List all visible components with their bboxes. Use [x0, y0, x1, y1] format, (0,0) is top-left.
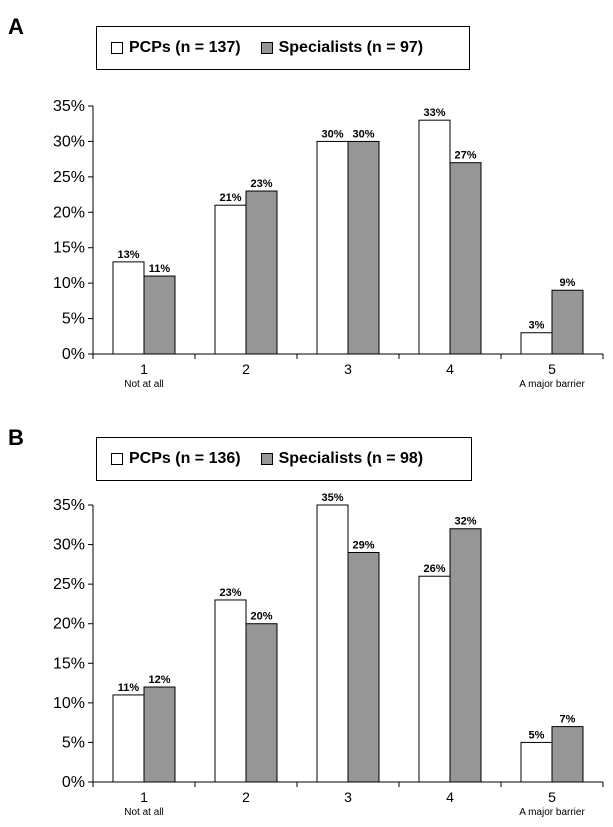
x-tick-sublabel: A major barrier [519, 379, 585, 390]
legend-item-pcps: PCPs (n = 137) [111, 39, 241, 57]
y-tick-label: 25% [53, 169, 85, 186]
data-label: 33% [423, 107, 445, 119]
data-label: 9% [560, 277, 576, 289]
x-tick-label: 5 [548, 789, 556, 805]
x-tick-label: 2 [242, 789, 250, 805]
bar-specialists [143, 686, 176, 783]
legend-swatch-specialists [260, 453, 273, 465]
data-label: 20% [250, 611, 272, 623]
data-label: 12% [148, 674, 170, 686]
data-label: 32% [454, 516, 476, 528]
y-tick-label: 15% [53, 655, 85, 672]
y-tick-label: 5% [62, 311, 85, 328]
bar-specialists [347, 551, 380, 783]
x-tick-sublabel: A major barrier [519, 807, 585, 818]
data-label: 23% [250, 178, 272, 190]
y-tick-label: 10% [53, 695, 85, 712]
x-tick-label: 1 [140, 361, 148, 377]
data-label: 3% [529, 320, 545, 332]
y-tick-label: 20% [53, 616, 85, 633]
data-label: 27% [454, 150, 476, 162]
bar-specialists [347, 140, 380, 355]
y-tick-label: 35% [53, 497, 85, 514]
y-tick-label: 25% [53, 576, 85, 593]
data-label: 26% [423, 563, 445, 575]
bar-pcps [316, 140, 349, 355]
data-label: 29% [352, 539, 374, 551]
x-tick-sublabel: Not at all [124, 807, 163, 818]
chart-panel-a: A PCPs (n = 137) Specialists (n = 97) 0%… [0, 0, 613, 413]
legend-item-pcps: PCPs (n = 136) [111, 450, 241, 468]
panel-label: B [8, 425, 24, 450]
legend-label-specialists: Specialists (n = 97) [278, 39, 424, 56]
x-tick-label: 3 [344, 789, 352, 805]
data-label: 13% [117, 249, 139, 261]
legend-swatch-specialists [260, 42, 273, 54]
x-tick-label: 4 [446, 789, 454, 805]
bar-pcps [418, 575, 451, 783]
bar-pcps [520, 741, 553, 783]
bar-specialists [245, 623, 278, 783]
legend-item-specialists: Specialists (n = 97) [260, 39, 424, 57]
bar-specialists [449, 528, 482, 783]
bar-pcps [214, 204, 247, 355]
bar-specialists [551, 726, 584, 783]
legend-swatch-pcps [111, 453, 123, 465]
bar-specialists [449, 162, 482, 355]
legend-label-specialists: Specialists (n = 98) [278, 450, 424, 467]
data-label: 11% [118, 682, 140, 694]
data-label: 35% [321, 492, 343, 504]
bar-specialists [551, 289, 584, 355]
y-tick-label: 0% [62, 346, 85, 363]
y-tick-label: 30% [53, 537, 85, 554]
bar-pcps [112, 261, 145, 355]
x-tick-label: 2 [242, 361, 250, 377]
y-tick-label: 0% [62, 774, 85, 791]
legend: PCPs (n = 137) Specialists (n = 97) [96, 26, 470, 70]
bar-pcps [316, 504, 349, 783]
bar-specialists [143, 275, 176, 355]
bar-chart-a: 0% 5% 10% 15% 20% 25% 30% 35% 13% 11% 1 Not at all 2… [53, 98, 604, 390]
y-tick-label: 30% [53, 133, 85, 150]
x-tick-label: 3 [344, 361, 352, 377]
y-tick-label: 10% [53, 275, 85, 292]
legend-label-pcps: PCPs (n = 137) [129, 39, 241, 56]
y-tick-label: 20% [53, 204, 85, 221]
bar-pcps [418, 119, 451, 355]
data-label: 11% [149, 263, 171, 275]
data-label: 5% [529, 729, 545, 741]
data-label: 30% [321, 128, 343, 140]
chart-panel-b: B PCPs (n = 136) Specialists (n = 98) 0%… [0, 413, 613, 826]
bar-pcps [214, 599, 247, 783]
data-label: 23% [219, 587, 241, 599]
legend-label-pcps: PCPs (n = 136) [129, 450, 241, 467]
data-label: 30% [352, 128, 374, 140]
x-tick-label: 1 [140, 789, 148, 805]
y-tick-label: 5% [62, 734, 85, 751]
x-tick-label: 5 [548, 361, 556, 377]
panel-label: A [8, 14, 24, 39]
legend-swatch-pcps [111, 42, 123, 54]
bar-specialists [245, 190, 278, 355]
legend: PCPs (n = 136) Specialists (n = 98) [96, 437, 472, 481]
x-tick-label: 4 [446, 361, 454, 377]
bar-pcps [520, 332, 553, 355]
data-label: 7% [560, 714, 576, 726]
data-label: 21% [219, 192, 241, 204]
y-tick-label: 35% [53, 98, 85, 115]
y-tick-label: 15% [53, 240, 85, 257]
legend-item-specialists: Specialists (n = 98) [260, 450, 424, 468]
x-tick-sublabel: Not at all [124, 379, 163, 390]
bar-pcps [112, 694, 145, 783]
